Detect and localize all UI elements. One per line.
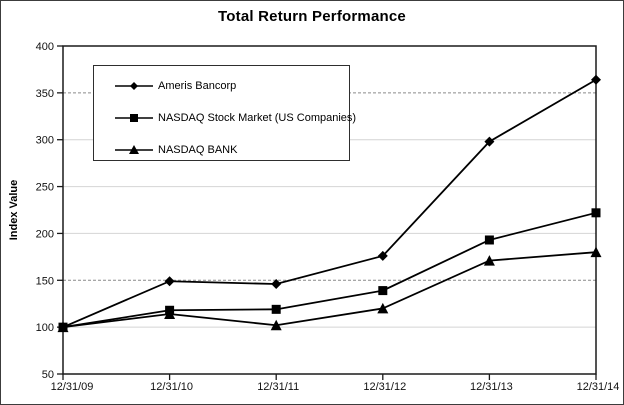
axis-ticks — [57, 45, 597, 380]
legend-label: NASDAQ Stock Market (US Companies) — [158, 112, 357, 124]
y-tick-label: 150 — [36, 275, 54, 287]
y-tick-labels: 50 100 150 200 250 300 350 400 — [36, 41, 54, 381]
y-tick-label: 400 — [36, 41, 54, 53]
y-tick-label: 350 — [36, 88, 54, 100]
legend-label: Ameris Bancorp — [158, 80, 237, 92]
series-line-ameris-bancorp — [62, 78, 597, 328]
legend-item-nasdaq-stock-market: NASDAQ Stock Market (US Companies) — [115, 102, 356, 134]
y-tick-label: 100 — [36, 322, 54, 334]
series-markers-nasdaq-bank — [57, 246, 602, 333]
triangle-marker-icon — [115, 145, 153, 154]
legend-item-ameris-bancorp: Ameris Bancorp — [115, 70, 349, 102]
legend-label: NASDAQ BANK — [158, 144, 238, 156]
x-tick-label: 12/31/13 — [470, 381, 513, 393]
series-line-nasdaq-stock-market-us-companies — [62, 211, 597, 329]
x-tick-label: 12/31/09 — [51, 381, 94, 393]
x-tick-label: 12/31/10 — [150, 381, 193, 393]
x-tick-label: 12/31/14 — [577, 381, 620, 393]
square-marker-icon — [115, 114, 153, 122]
x-tick-labels: 12/31/09 12/31/10 12/31/11 12/31/12 12/31/13… — [51, 381, 620, 393]
y-tick-label: 50 — [42, 369, 54, 381]
chart-title: Total Return Performance — [218, 8, 406, 25]
diamond-marker-icon — [115, 82, 153, 90]
x-tick-label: 12/31/11 — [257, 381, 299, 393]
series-line-nasdaq-bank — [62, 251, 597, 329]
legend-item-nasdaq-bank: NASDAQ BANK — [115, 134, 349, 166]
x-tick-label: 12/31/12 — [363, 381, 406, 393]
legend: Ameris Bancorp NASDAQ Stock Market (US C… — [93, 65, 356, 161]
y-tick-label: 300 — [36, 135, 54, 147]
y-tick-label: 250 — [36, 182, 54, 194]
y-tick-label: 200 — [36, 228, 54, 240]
